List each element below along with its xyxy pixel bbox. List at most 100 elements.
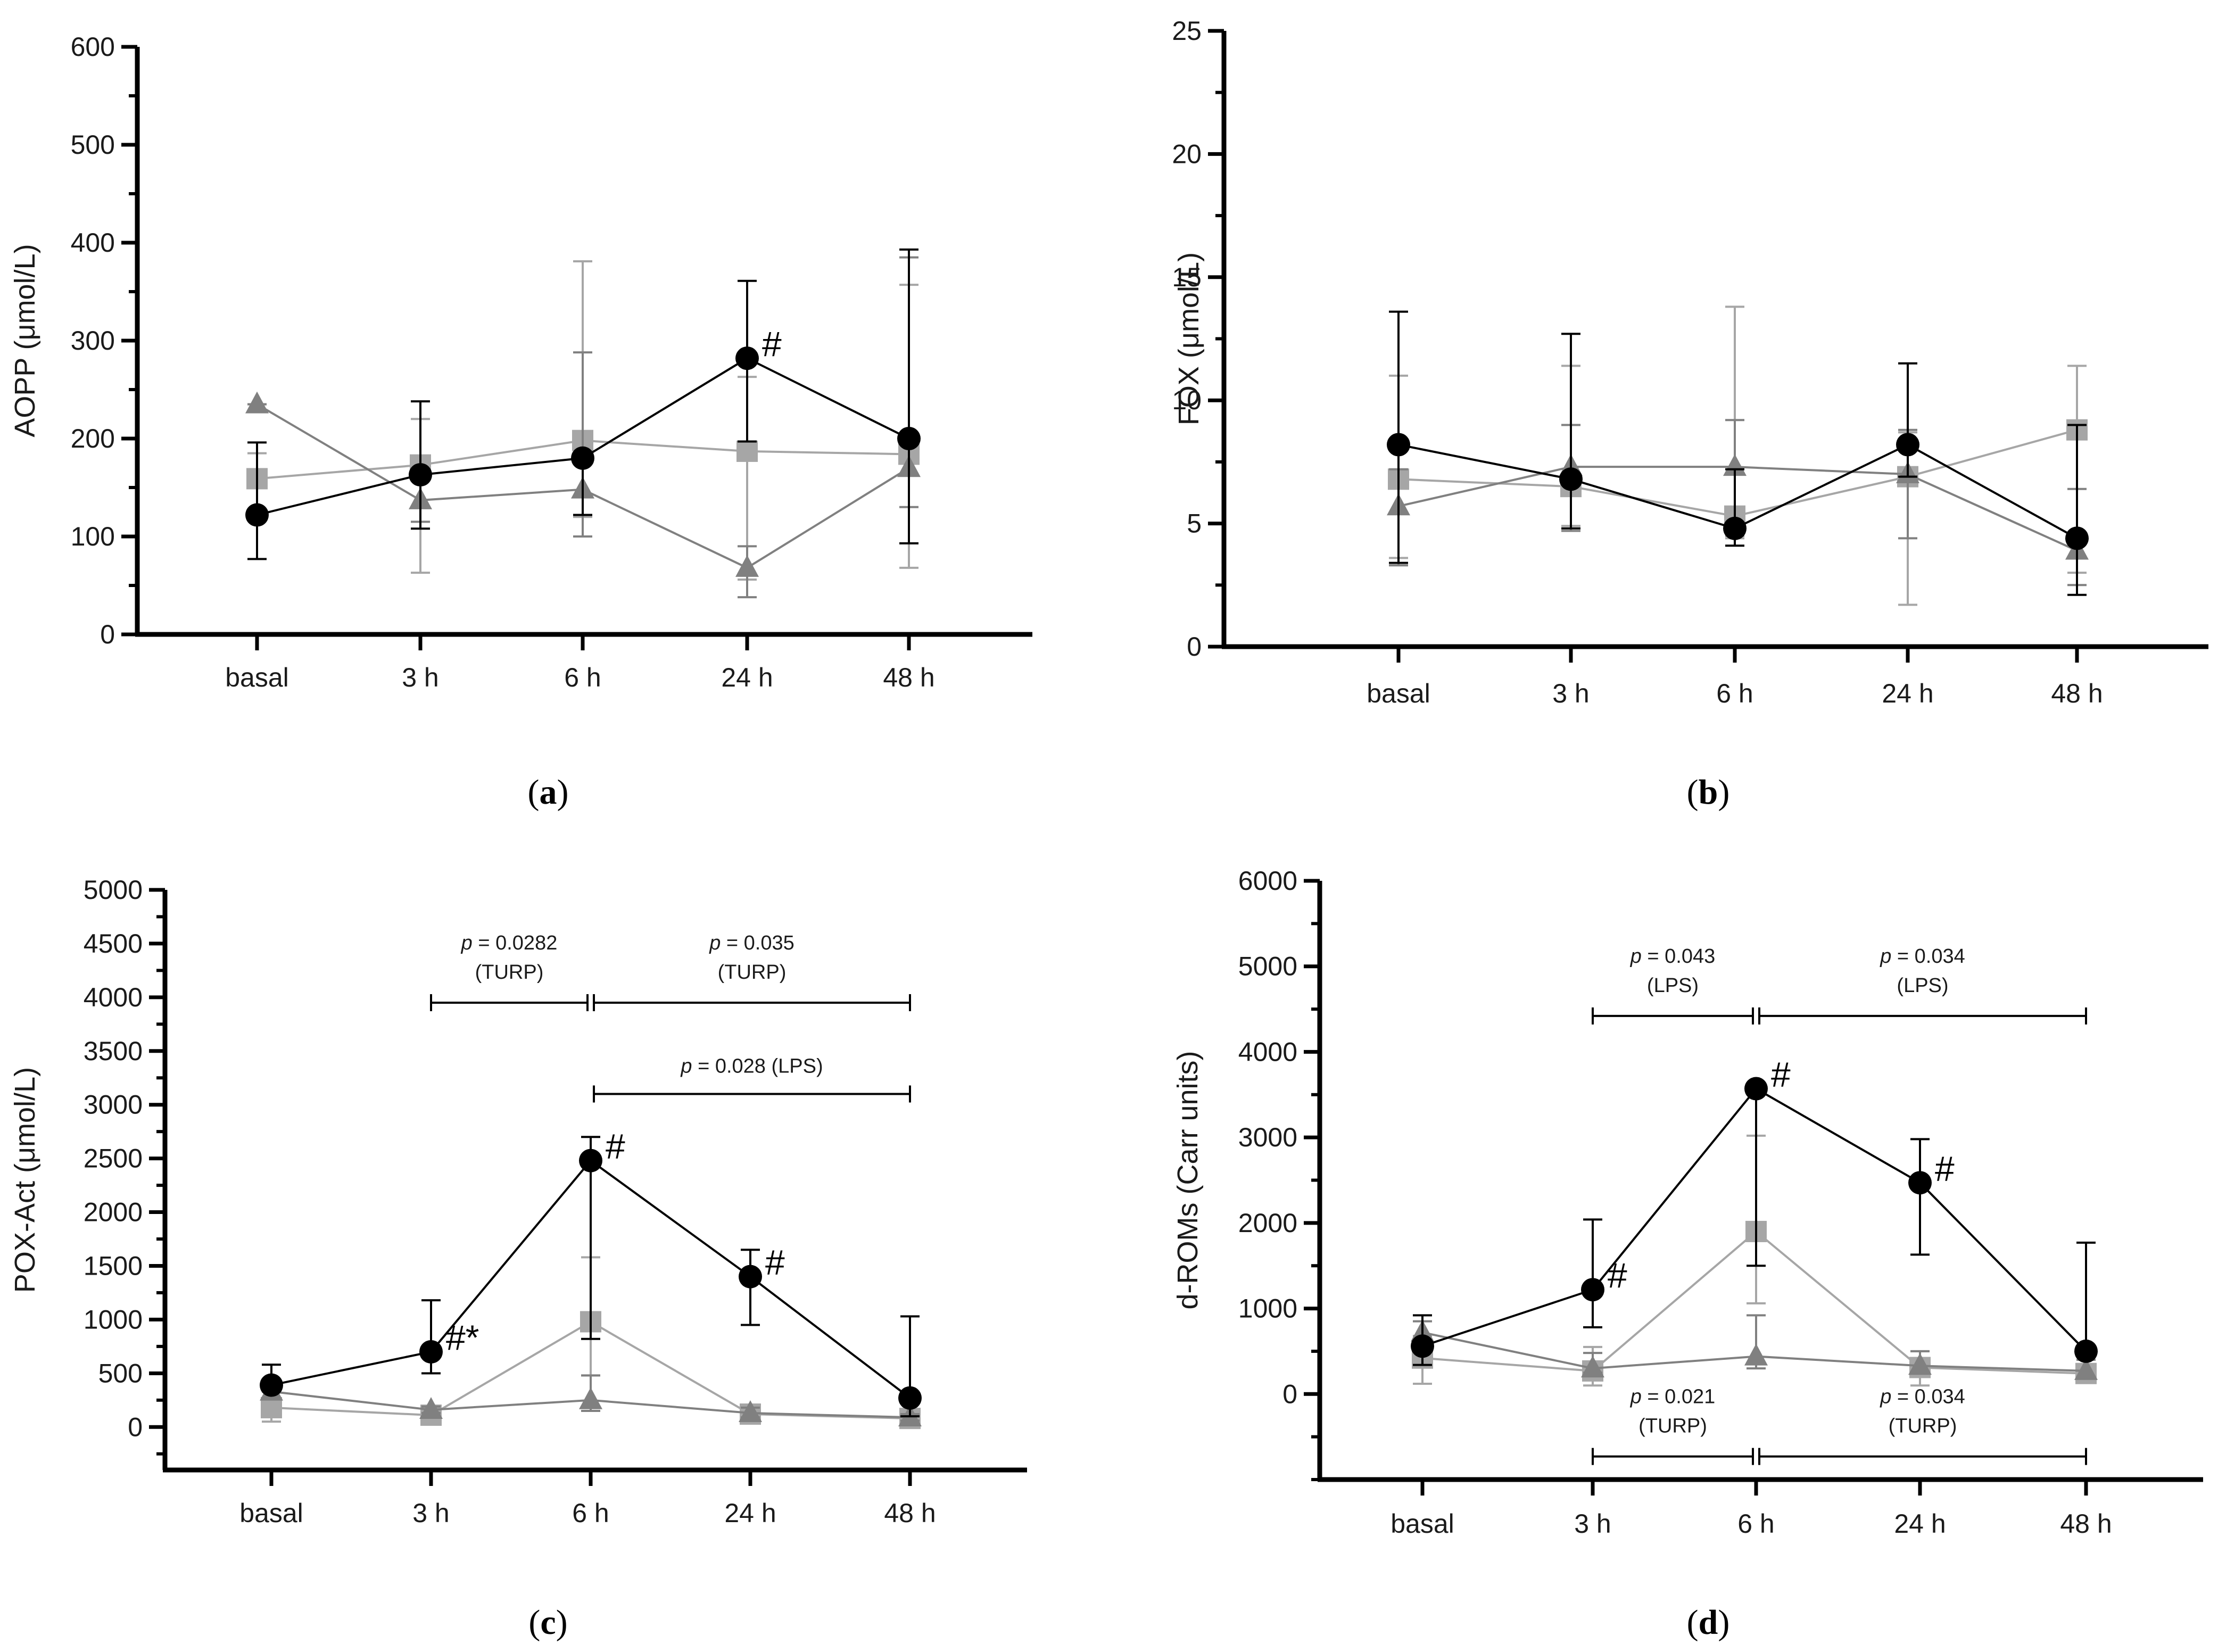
- p-group-label: (TURP): [1638, 1415, 1707, 1438]
- y-axis-label: POX-Act (μmol/L): [9, 1067, 41, 1293]
- y-tick-label: 1500: [84, 1251, 143, 1281]
- y-tick-label: 0: [128, 1412, 143, 1442]
- p-symbol: p: [461, 932, 473, 954]
- x-tick-label: 24 h: [1882, 679, 1933, 708]
- y-tick-label: 1000: [1238, 1294, 1297, 1324]
- significance-bracket: p = 0.034 (TURP): [1758, 1386, 2087, 1465]
- y-tick-label: 25: [1172, 16, 1202, 46]
- caption-open-paren: (: [528, 773, 540, 812]
- x-tick-label: 24 h: [721, 663, 773, 692]
- x-tick-label: basal: [225, 663, 289, 692]
- x-tick-label: basal: [1391, 1509, 1454, 1539]
- panel-b: 0 5 10 15 20 25 basal 3 h 6 h 24 h 48 h FOX (μmol/L…: [1172, 16, 2208, 812]
- caption-letter: c: [540, 1603, 556, 1642]
- y-tick-label: 0: [1187, 632, 1202, 662]
- x-tick-label: 48 h: [2060, 1509, 2112, 1539]
- y-tick-label: 2000: [84, 1197, 143, 1227]
- x-tick-label: 3 h: [402, 663, 439, 692]
- y-tick-label: 5000: [84, 875, 143, 905]
- significance-bracket: p = 0.028 (LPS): [593, 1055, 911, 1103]
- series-circle: [260, 1136, 922, 1418]
- series-circle: [1387, 310, 2089, 596]
- y-tick-label: 500: [71, 130, 115, 160]
- x-tick-label: basal: [1367, 679, 1430, 708]
- p-value-label: p = 0.021: [1630, 1386, 1716, 1408]
- x-tick-label: 3 h: [1552, 679, 1590, 708]
- series-line: [1422, 1087, 2087, 1352]
- data-point-circle: [409, 463, 432, 487]
- p-symbol: p: [1630, 1386, 1642, 1408]
- p-symbol: p: [1630, 945, 1642, 968]
- data-point-circle: [735, 346, 759, 370]
- y-axis-label: d-ROMs (Carr units): [1172, 1051, 1204, 1309]
- panel-caption: (b): [1687, 773, 1730, 812]
- p-value-label: p = 0.043: [1630, 945, 1716, 968]
- x-tick-label: 24 h: [724, 1498, 776, 1528]
- data-point-triangle: [739, 1400, 762, 1423]
- data-point-circle: [1744, 1077, 1768, 1101]
- x-tick-label: basal: [239, 1498, 303, 1528]
- y-tick-label: 1000: [84, 1304, 143, 1334]
- data-point-circle: [2065, 526, 2089, 550]
- data-point-circle: [898, 1386, 922, 1410]
- x-tick-label: 48 h: [2051, 679, 2103, 708]
- data-point-circle: [1908, 1171, 1932, 1195]
- p-value-label: p = 0.034: [1880, 945, 1965, 968]
- x-tick-label: 6 h: [1716, 679, 1753, 708]
- y-axis-label: FOX (μmol/L): [1173, 252, 1205, 425]
- significance-mark: #: [1608, 1255, 1627, 1295]
- data-point-circle: [1581, 1278, 1604, 1302]
- y-tick-label: 5000: [1238, 952, 1297, 981]
- x-tick-label: 6 h: [564, 663, 601, 692]
- data-point-circle: [1387, 433, 1410, 457]
- x-tick-label: 6 h: [1737, 1509, 1775, 1539]
- y-tick-label: 10: [1172, 385, 1202, 415]
- x-tick-label: 6 h: [572, 1498, 609, 1528]
- caption-close-paren: ): [556, 1603, 568, 1642]
- p-group-label: (LPS): [1647, 974, 1699, 997]
- significance-mark: #: [762, 324, 782, 364]
- p-symbol: p: [1880, 1386, 1891, 1408]
- caption-close-paren: ): [1718, 1603, 1729, 1642]
- p-value: = 0.043: [1642, 945, 1715, 968]
- panel-d: 0 1000 2000 3000 4000 5000 6000 basal 3 h 6 h 24 h…: [1172, 866, 2203, 1642]
- p-value-label: p = 0.0282: [461, 932, 558, 954]
- significance-mark: #: [1771, 1055, 1791, 1094]
- data-point-circle: [739, 1265, 762, 1288]
- caption-close-paren: ): [557, 773, 569, 812]
- y-tick-label: 200: [71, 424, 115, 453]
- data-point-circle: [571, 446, 594, 470]
- y-tick-label: 4000: [1238, 1037, 1297, 1067]
- data-point-triangle: [735, 555, 759, 577]
- caption-letter: b: [1699, 773, 1718, 812]
- caption-letter: a: [540, 773, 557, 812]
- y-tick-label: 5: [1187, 509, 1202, 539]
- p-value: = 0.0282: [473, 932, 558, 954]
- caption-close-paren: ): [1718, 773, 1729, 812]
- panel-a: 0 100 200 300 400 500 600 basal 3 h 6 h 24 h 48 h AO…: [9, 32, 1032, 812]
- y-tick-label: 3000: [1238, 1122, 1297, 1152]
- panel-caption: (a): [528, 773, 569, 812]
- significance-bracket: p = 0.034 (LPS): [1758, 945, 2087, 1025]
- data-point-circle: [260, 1373, 283, 1397]
- data-point-triangle: [2074, 1358, 2098, 1380]
- p-symbol: p: [709, 932, 721, 954]
- data-point-circle: [1411, 1334, 1434, 1358]
- caption-open-paren: (: [1687, 773, 1699, 812]
- x-tick-label: 48 h: [884, 1498, 936, 1528]
- p-group-label: (LPS): [1897, 974, 1948, 997]
- caption-open-paren: (: [1687, 1603, 1699, 1642]
- p-value-label: p = 0.035: [709, 932, 794, 954]
- p-symbol: p: [680, 1055, 692, 1078]
- p-value: = 0.034: [1891, 1386, 1965, 1408]
- panel-c: 0 500 1000 1500 2000 2500 3000 3500 4000 4500 5000…: [9, 875, 1027, 1642]
- p-value: = 0.035: [721, 932, 794, 954]
- p-group-label: (TURP): [718, 961, 787, 984]
- series-square: [1388, 305, 2088, 606]
- panel-caption: (d): [1687, 1603, 1730, 1642]
- y-tick-label: 0: [100, 620, 115, 649]
- data-point-circle: [579, 1149, 602, 1172]
- y-tick-label: 4000: [84, 982, 143, 1012]
- y-tick-label: 20: [1172, 139, 1202, 169]
